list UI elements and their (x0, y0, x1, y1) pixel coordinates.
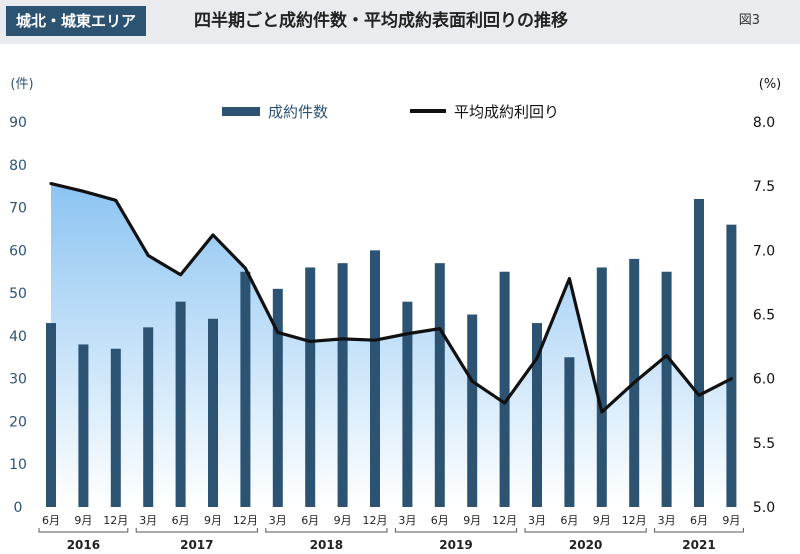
left-tick-label: 70 (9, 201, 27, 217)
bar-13 (467, 314, 478, 507)
bar-19 (661, 271, 672, 507)
bar-9 (337, 263, 348, 507)
x-tick-label: 9月 (463, 514, 481, 527)
right-tick-label: 7.0 (753, 243, 775, 259)
right-tick-label: 8.0 (753, 115, 775, 131)
left-tick-label: 80 (9, 158, 27, 174)
bar-17 (596, 267, 607, 507)
bar-21 (726, 224, 737, 507)
figure-number: 図3 (738, 13, 760, 28)
x-tick-label: 9月 (204, 514, 222, 527)
bar-6 (240, 271, 251, 507)
right-tick-label: 5.0 (753, 500, 775, 516)
left-tick-label: 40 (9, 329, 27, 345)
year-bracket (394, 528, 518, 533)
bar-1 (78, 344, 89, 507)
year-label: 2020 (569, 538, 602, 552)
year-bracket (135, 528, 258, 533)
year-label: 2018 (310, 538, 343, 552)
right-unit-label: (%) (759, 77, 782, 92)
x-tick-label: 9月 (334, 514, 352, 527)
x-tick-label: 9月 (74, 514, 92, 527)
x-tick-label: 12月 (233, 514, 258, 527)
left-tick-label: 50 (9, 286, 27, 302)
bar-5 (208, 318, 218, 507)
bar-3 (143, 327, 154, 507)
year-bracket (654, 528, 744, 533)
x-tick-label: 3月 (528, 514, 546, 527)
x-tick-label: 6月 (560, 514, 578, 527)
x-tick-label: 6月 (172, 514, 190, 527)
bar-2 (110, 348, 121, 507)
left-tick-label: 20 (9, 414, 27, 430)
bar-16 (564, 357, 575, 507)
x-tick-label: 6月 (431, 514, 449, 527)
left-tick-label: 60 (9, 243, 27, 259)
bar-4 (175, 301, 186, 507)
bar-12 (434, 263, 445, 507)
left-tick-label: 0 (14, 500, 23, 516)
x-tick-label: 3月 (139, 514, 157, 527)
year-bracket (265, 528, 388, 533)
x-tick-label: 6月 (690, 514, 708, 527)
right-tick-label: 7.5 (753, 179, 775, 195)
year-bracket (38, 528, 129, 533)
left-tick-label: 90 (9, 115, 27, 131)
bar-14 (499, 271, 510, 507)
x-tick-label: 3月 (398, 514, 416, 527)
year-label: 2017 (180, 538, 213, 552)
left-tick-label: 10 (9, 457, 27, 473)
x-tick-label: 9月 (722, 514, 740, 527)
page-title: 四半期ごと成約件数・平均成約表面利回りの推移 (194, 11, 568, 31)
legend-bar-label: 成約件数 (268, 103, 328, 121)
x-tick-label: 3月 (269, 514, 287, 527)
x-tick-label: 6月 (42, 514, 60, 527)
bar-0 (46, 323, 56, 507)
yield-line (49, 182, 734, 414)
x-tick-label: 12月 (622, 514, 647, 527)
right-tick-label: 6.0 (753, 372, 775, 388)
bar-7 (272, 288, 283, 507)
bar-10 (370, 250, 380, 508)
year-label: 2016 (67, 538, 100, 552)
left-unit-label: (件) (10, 77, 33, 92)
legend-line-label: 平均成約利回り (454, 103, 559, 121)
x-tick-label: 6月 (301, 514, 319, 527)
right-tick-label: 5.5 (753, 436, 775, 452)
area-badge: 城北・城東エリア (6, 6, 147, 36)
bar-15 (532, 323, 542, 507)
year-label: 2019 (439, 538, 472, 552)
x-tick-label: 12月 (103, 514, 128, 527)
x-tick-label: 12月 (363, 514, 388, 527)
legend-bar-swatch (222, 107, 260, 116)
bar-8 (305, 267, 316, 507)
bar-20 (694, 199, 704, 507)
x-tick-label: 3月 (658, 514, 676, 527)
year-label: 2021 (682, 538, 715, 552)
x-tick-label: 12月 (492, 514, 517, 527)
yield-area (51, 183, 732, 507)
left-tick-label: 30 (9, 372, 27, 388)
year-bracket (524, 528, 647, 533)
x-tick-label: 9月 (593, 514, 611, 527)
bar-11 (402, 301, 413, 507)
right-tick-label: 6.5 (753, 308, 775, 324)
